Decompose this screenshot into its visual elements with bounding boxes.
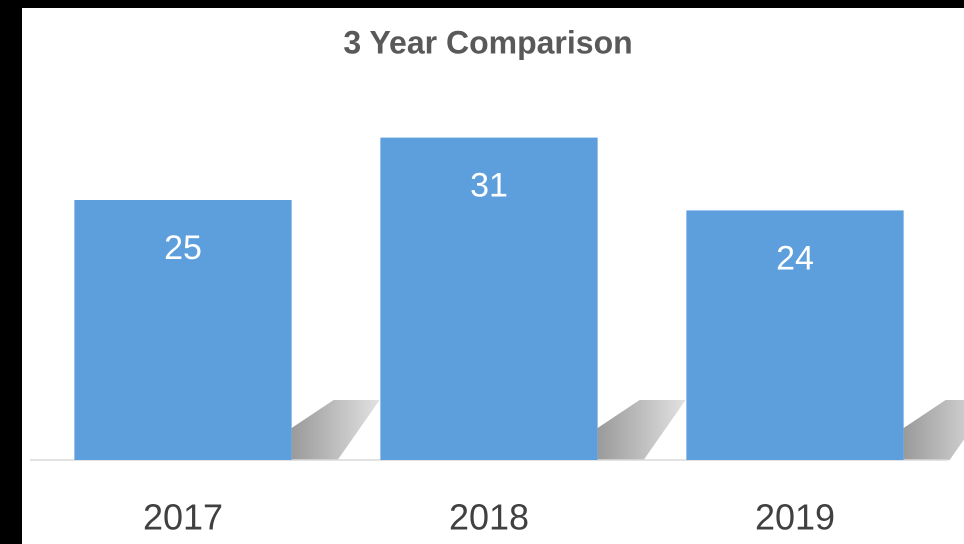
data-label: 25 [164, 229, 202, 267]
data-label: 31 [470, 167, 508, 205]
x-tick-label: 2017 [143, 497, 223, 538]
x-tick-label: 2019 [755, 497, 835, 538]
data-label: 24 [776, 239, 814, 277]
bar [686, 210, 904, 460]
x-tick-label: 2018 [449, 497, 529, 538]
bar-shadow [291, 400, 380, 460]
bar [74, 200, 292, 460]
bar-shadow [597, 400, 686, 460]
bar-shadow [903, 400, 964, 460]
bar [380, 137, 598, 460]
chart-title: 3 Year Comparison [343, 24, 632, 60]
